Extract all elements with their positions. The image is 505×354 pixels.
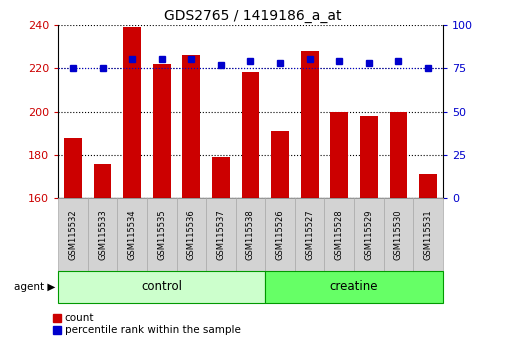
- Bar: [271, 131, 288, 198]
- Bar: [413, 198, 442, 271]
- Bar: [241, 73, 259, 198]
- Bar: [93, 164, 111, 198]
- Legend: count, percentile rank within the sample: count, percentile rank within the sample: [53, 313, 240, 335]
- Bar: [235, 198, 265, 271]
- Bar: [330, 112, 347, 198]
- Text: GSM115534: GSM115534: [127, 209, 136, 260]
- Text: GSM115536: GSM115536: [186, 209, 195, 260]
- Text: GSM115528: GSM115528: [334, 209, 343, 260]
- Text: agent ▶: agent ▶: [14, 282, 56, 292]
- Bar: [117, 198, 146, 271]
- Bar: [300, 51, 318, 198]
- Text: GSM115537: GSM115537: [216, 209, 225, 260]
- Bar: [206, 198, 235, 271]
- Bar: [58, 271, 265, 303]
- Bar: [324, 198, 353, 271]
- Bar: [176, 198, 206, 271]
- Text: GSM115538: GSM115538: [245, 209, 255, 260]
- Bar: [383, 198, 413, 271]
- Text: GSM115527: GSM115527: [305, 209, 314, 260]
- Text: GSM115526: GSM115526: [275, 209, 284, 260]
- Text: GDS2765 / 1419186_a_at: GDS2765 / 1419186_a_at: [164, 9, 341, 23]
- Bar: [64, 137, 82, 198]
- Bar: [182, 55, 200, 198]
- Bar: [123, 27, 141, 198]
- Text: GSM115529: GSM115529: [364, 209, 373, 260]
- Text: GSM115532: GSM115532: [68, 209, 77, 260]
- Bar: [265, 271, 442, 303]
- Text: GSM115533: GSM115533: [98, 209, 107, 260]
- Bar: [294, 198, 324, 271]
- Bar: [87, 198, 117, 271]
- Bar: [354, 198, 383, 271]
- Bar: [153, 64, 170, 198]
- Bar: [146, 198, 176, 271]
- Bar: [212, 157, 229, 198]
- Bar: [58, 198, 87, 271]
- Bar: [265, 198, 294, 271]
- Text: control: control: [141, 280, 182, 293]
- Text: GSM115531: GSM115531: [423, 209, 432, 260]
- Text: creatine: creatine: [329, 280, 378, 293]
- Bar: [359, 116, 377, 198]
- Bar: [418, 175, 436, 198]
- Bar: [389, 112, 407, 198]
- Text: GSM115535: GSM115535: [157, 209, 166, 260]
- Text: GSM115530: GSM115530: [393, 209, 402, 260]
